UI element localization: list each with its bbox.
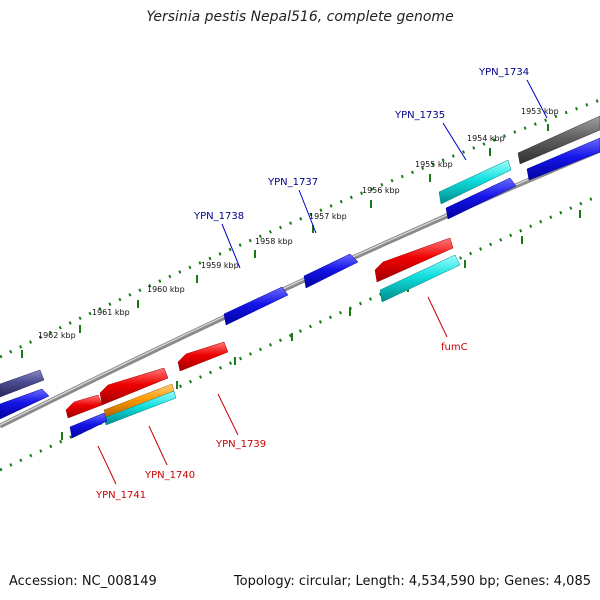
gene-ypn-1741[interactable] [69, 412, 108, 439]
genome-title: Yersinia pestis Nepal516, complete genom… [146, 9, 454, 25]
gene-ypn-1740-red[interactable] [99, 367, 169, 406]
label-ypn-1740: YPN_1740 [144, 470, 195, 481]
label-fumc: fumC [441, 342, 468, 353]
kbp-label-1958: 1958 kbp [255, 237, 293, 246]
gene-ypn-1734[interactable] [517, 115, 600, 165]
kbp-label-1961: 1961 kbp [92, 308, 130, 317]
gene-ypn-1738[interactable] [223, 286, 289, 326]
label-ypn-1735: YPN_1735 [394, 110, 445, 121]
gene-ypn-1741-red[interactable] [65, 394, 103, 419]
gene-forward-blue-left[interactable] [0, 388, 50, 420]
label-ypn-1737: YPN_1737 [267, 177, 318, 188]
kbp-label-1956: 1956 kbp [362, 186, 400, 195]
reverse-scale-ticks [0, 193, 600, 472]
gene-forward-blue-1736[interactable] [445, 177, 517, 220]
gene-ypn-1737[interactable] [303, 253, 359, 289]
kbp-label-1955: 1955 kbp [415, 160, 453, 169]
label-ypn-1738: YPN_1738 [193, 211, 244, 222]
gene-forward-slate-left[interactable] [0, 369, 45, 398]
kbp-label-1957: 1957 kbp [309, 212, 347, 221]
gene-forward-blue-edge[interactable] [526, 137, 600, 181]
label-ypn-1734: YPN_1734 [478, 67, 529, 78]
gene-fumc[interactable] [379, 254, 461, 303]
genome-summary-text: Topology: circular; Length: 4,534,590 bp… [233, 574, 591, 589]
reverse-label-leaders [97, 296, 448, 485]
kbp-label-1953: 1953 kbp [521, 107, 559, 116]
kbp-label-1962: 1962 kbp [38, 331, 76, 340]
kbp-label-1959: 1959 kbp [201, 261, 239, 270]
forward-scale-ticks [0, 98, 600, 359]
forward-label-leaders [221, 79, 548, 269]
label-ypn-1739: YPN_1739 [215, 439, 266, 450]
gene-ypn-1740[interactable] [103, 383, 177, 426]
gene-ypn-1739[interactable] [177, 341, 229, 372]
gene-fumc-red[interactable] [374, 237, 454, 283]
label-ypn-1741: YPN_1741 [95, 490, 146, 501]
kbp-label-1960: 1960 kbp [147, 285, 185, 294]
kbp-label-1954: 1954 kbp [467, 134, 505, 143]
accession-text: Accession: NC_008149 [9, 574, 157, 589]
gene-ypn-1735[interactable] [438, 159, 512, 205]
